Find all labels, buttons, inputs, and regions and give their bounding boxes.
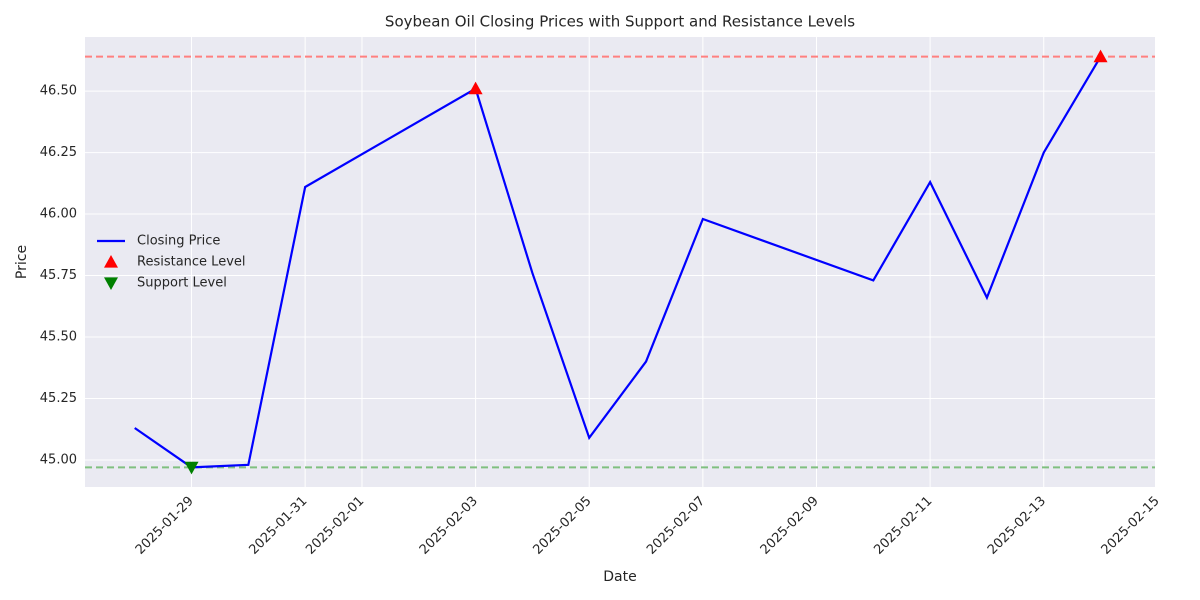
x-tick-label: 2025-02-05 xyxy=(530,494,594,558)
x-axis-label: Date xyxy=(603,569,636,585)
y-tick-label: 46.50 xyxy=(40,84,77,99)
legend-label: Closing Price xyxy=(137,234,220,249)
y-tick-label: 45.50 xyxy=(40,330,77,345)
y-axis-label: Price xyxy=(14,245,30,279)
x-tick-label: 2025-01-31 xyxy=(246,494,310,558)
legend-label: Support Level xyxy=(137,276,227,291)
marker xyxy=(468,81,483,95)
legend-swatch xyxy=(104,277,118,290)
x-tick-label: 2025-02-03 xyxy=(417,494,481,558)
x-tick-label: 2025-02-07 xyxy=(644,494,708,558)
chart-title: Soybean Oil Closing Prices with Support … xyxy=(385,13,855,31)
legend: Closing Price Resistance Level Support Lev… xyxy=(97,234,246,291)
x-tick-label: 2025-02-15 xyxy=(1099,494,1163,558)
y-tick-label: 46.25 xyxy=(40,145,77,160)
marker xyxy=(1093,49,1108,63)
y-tick-label: 45.75 xyxy=(40,268,77,283)
x-tick-label: 2025-02-01 xyxy=(303,494,367,558)
x-tick-label: 2025-01-29 xyxy=(133,494,197,558)
x-tick-label: 2025-02-11 xyxy=(871,494,935,558)
y-tick-label: 46.00 xyxy=(40,207,77,222)
legend-label: Resistance Level xyxy=(137,255,246,270)
price-line xyxy=(134,56,1102,469)
y-tick-label: 45.25 xyxy=(40,391,77,406)
marker xyxy=(184,461,199,475)
x-tick-label: 2025-02-09 xyxy=(758,494,822,558)
x-tick-label: 2025-02-13 xyxy=(985,494,1049,558)
plot-area xyxy=(85,37,1155,487)
y-tick-label: 45.00 xyxy=(40,452,77,467)
legend-swatch xyxy=(104,255,118,268)
